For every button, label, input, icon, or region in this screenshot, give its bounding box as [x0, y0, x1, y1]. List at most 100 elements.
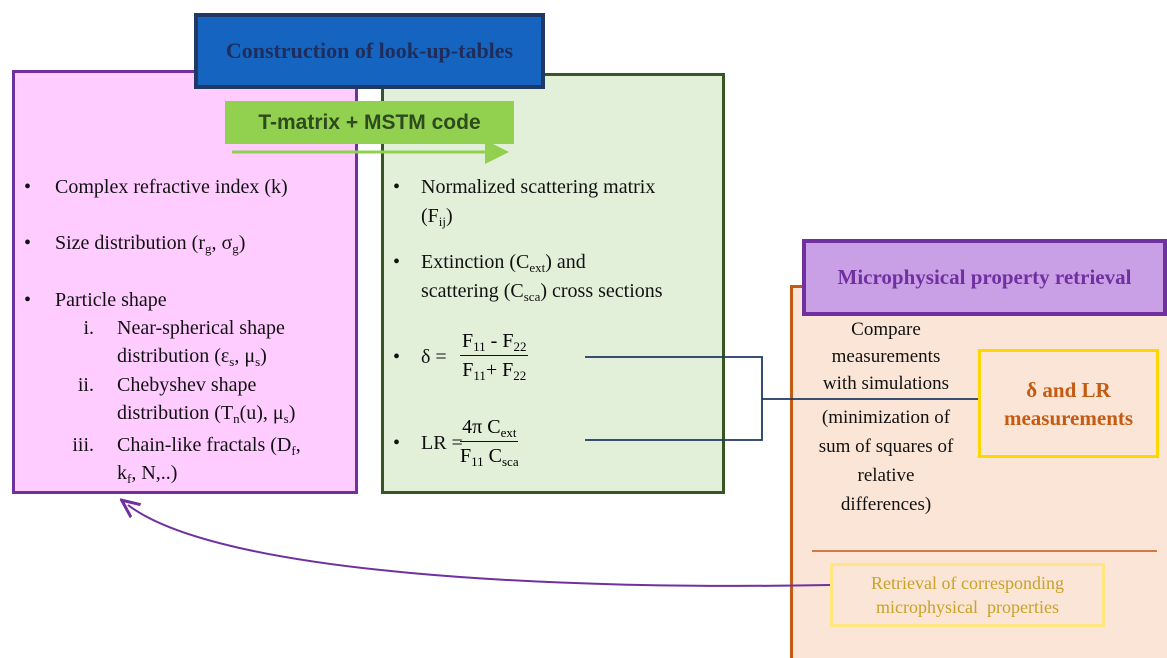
retrieval-text: (minimization of [821, 407, 951, 428]
result-box: Retrieval of corresponding microphysical … [830, 563, 1105, 627]
formula-lhs: LR = [421, 432, 463, 454]
text-run: ) [260, 345, 267, 367]
text-run: Near-spherical shape [117, 317, 285, 339]
list-marker: i. [83, 317, 94, 339]
list-marker: ii. [77, 374, 94, 396]
subscript: n [233, 411, 240, 426]
item-line: scattering (Csca) cross sections [421, 279, 663, 303]
item-line: Chebyshev shape [117, 373, 256, 397]
text-run: distribution (ε [117, 345, 230, 367]
text-run: ) [288, 402, 296, 424]
text-run: Size distribution (r [55, 232, 205, 254]
subscript: 22 [513, 339, 527, 354]
text-run: (u), μ [239, 402, 284, 424]
text-run: Extinction (C [421, 251, 530, 273]
denominator: F11 Csca [460, 442, 519, 470]
title: Construction of look-up-tables [225, 38, 514, 63]
text-run: - F [485, 330, 514, 352]
subscript: f [291, 443, 296, 458]
text-run: F [462, 359, 474, 381]
text-run: ) [238, 232, 246, 254]
subscript: ext [529, 260, 546, 275]
text-run: ) and [545, 251, 586, 273]
subscript: 11 [473, 339, 486, 354]
subscript: 11 [473, 368, 486, 383]
item-line: Complex refractive index (k) [55, 175, 288, 199]
fraction: 4π Cext F11 Csca [460, 413, 519, 470]
code-label: T-matrix + MSTM code [258, 110, 481, 134]
bullet: • [24, 232, 32, 254]
retrieval-text: relative [857, 465, 915, 486]
bullet: • [393, 346, 401, 368]
subscript: sca [523, 289, 541, 304]
text-run: distribution (T [117, 402, 234, 424]
numerator: 4π Cext [460, 413, 519, 442]
title-box: Construction of look-up-tables [194, 13, 545, 89]
subscript: g [204, 241, 212, 256]
subscript: g [232, 241, 239, 256]
text-run: k [117, 462, 127, 484]
text-run: , μ [234, 345, 256, 367]
text-run: + F [485, 359, 514, 381]
item-line: Normalized scattering matrix [421, 175, 655, 199]
text-run: , σ [211, 232, 233, 254]
retrieval-text: measurements [831, 346, 941, 367]
retrieval-title-box: Microphysical property retrieval [802, 239, 1167, 316]
measurements-text: measurements [1003, 405, 1134, 430]
bullet: • [393, 432, 401, 454]
subscript: ext [500, 425, 517, 440]
subscript: s [255, 354, 261, 369]
bullet: • [393, 176, 401, 198]
text-run: , N,..) [131, 462, 178, 484]
text-run: 4π C [462, 416, 501, 438]
list-marker: iii. [72, 434, 94, 456]
denominator: F11+ F22 [462, 356, 526, 384]
text-run: C [483, 445, 502, 467]
text-run: , [295, 434, 301, 456]
text-run: scattering (C [421, 280, 524, 302]
fraction: F11 - F22 F11+ F22 [460, 327, 529, 384]
bullet: • [24, 176, 32, 198]
text-run: F [462, 330, 474, 352]
measurements-text: δ and LR [1026, 377, 1111, 402]
text-run: (F [421, 205, 439, 227]
text-run: F [460, 445, 472, 467]
result-text: Retrieval of corresponding [871, 573, 1064, 593]
text-run: Complex refractive index (k) [55, 176, 288, 198]
feedback-arrow [128, 505, 831, 587]
item-line: Extinction (Cext) and [421, 250, 586, 274]
bullet: • [393, 251, 401, 273]
text-run: ) [446, 205, 453, 227]
item-line: distribution (εs, μs) [117, 344, 267, 368]
retrieval-text: Compare [851, 319, 921, 340]
text-run: Chebyshev shape [117, 374, 257, 396]
code-box: T-matrix + MSTM code [225, 101, 514, 144]
text-run: Particle shape [55, 289, 167, 311]
subscript: 22 [513, 368, 527, 383]
bullet: • [24, 289, 32, 311]
formula-lhs: δ = [421, 346, 447, 368]
text-run: ) cross sections [540, 280, 663, 302]
result-text: microphysical properties [876, 597, 1059, 617]
measurements-box: δ and LR measurements [978, 349, 1159, 458]
text-run: Normalized scattering matrix [421, 176, 656, 198]
retrieval-title: Microphysical property retrieval [837, 265, 1132, 289]
subscript: ij [438, 214, 447, 229]
item-line: kf, N,..) [117, 461, 177, 485]
retrieval-text: differences) [840, 494, 932, 515]
subscript: f [127, 471, 132, 486]
retrieval-text: sum of squares of [818, 436, 954, 457]
text-run: Chain-like fractals (D [117, 434, 292, 456]
retrieval-text: with simulations [822, 373, 950, 394]
item-line: (Fij) [421, 204, 453, 228]
subscript: sca [502, 454, 519, 469]
item-line: distribution (Tn(u), μs) [117, 401, 295, 425]
item-line: Size distribution (rg, σg) [55, 231, 245, 255]
subscript: s [229, 354, 235, 369]
numerator: F11 - F22 [460, 327, 529, 356]
subscript: 11 [471, 454, 484, 469]
item-line: Particle shape [55, 288, 167, 312]
item-line: Chain-like fractals (Df, [117, 433, 301, 457]
item-line: Near-spherical shape [117, 316, 285, 340]
